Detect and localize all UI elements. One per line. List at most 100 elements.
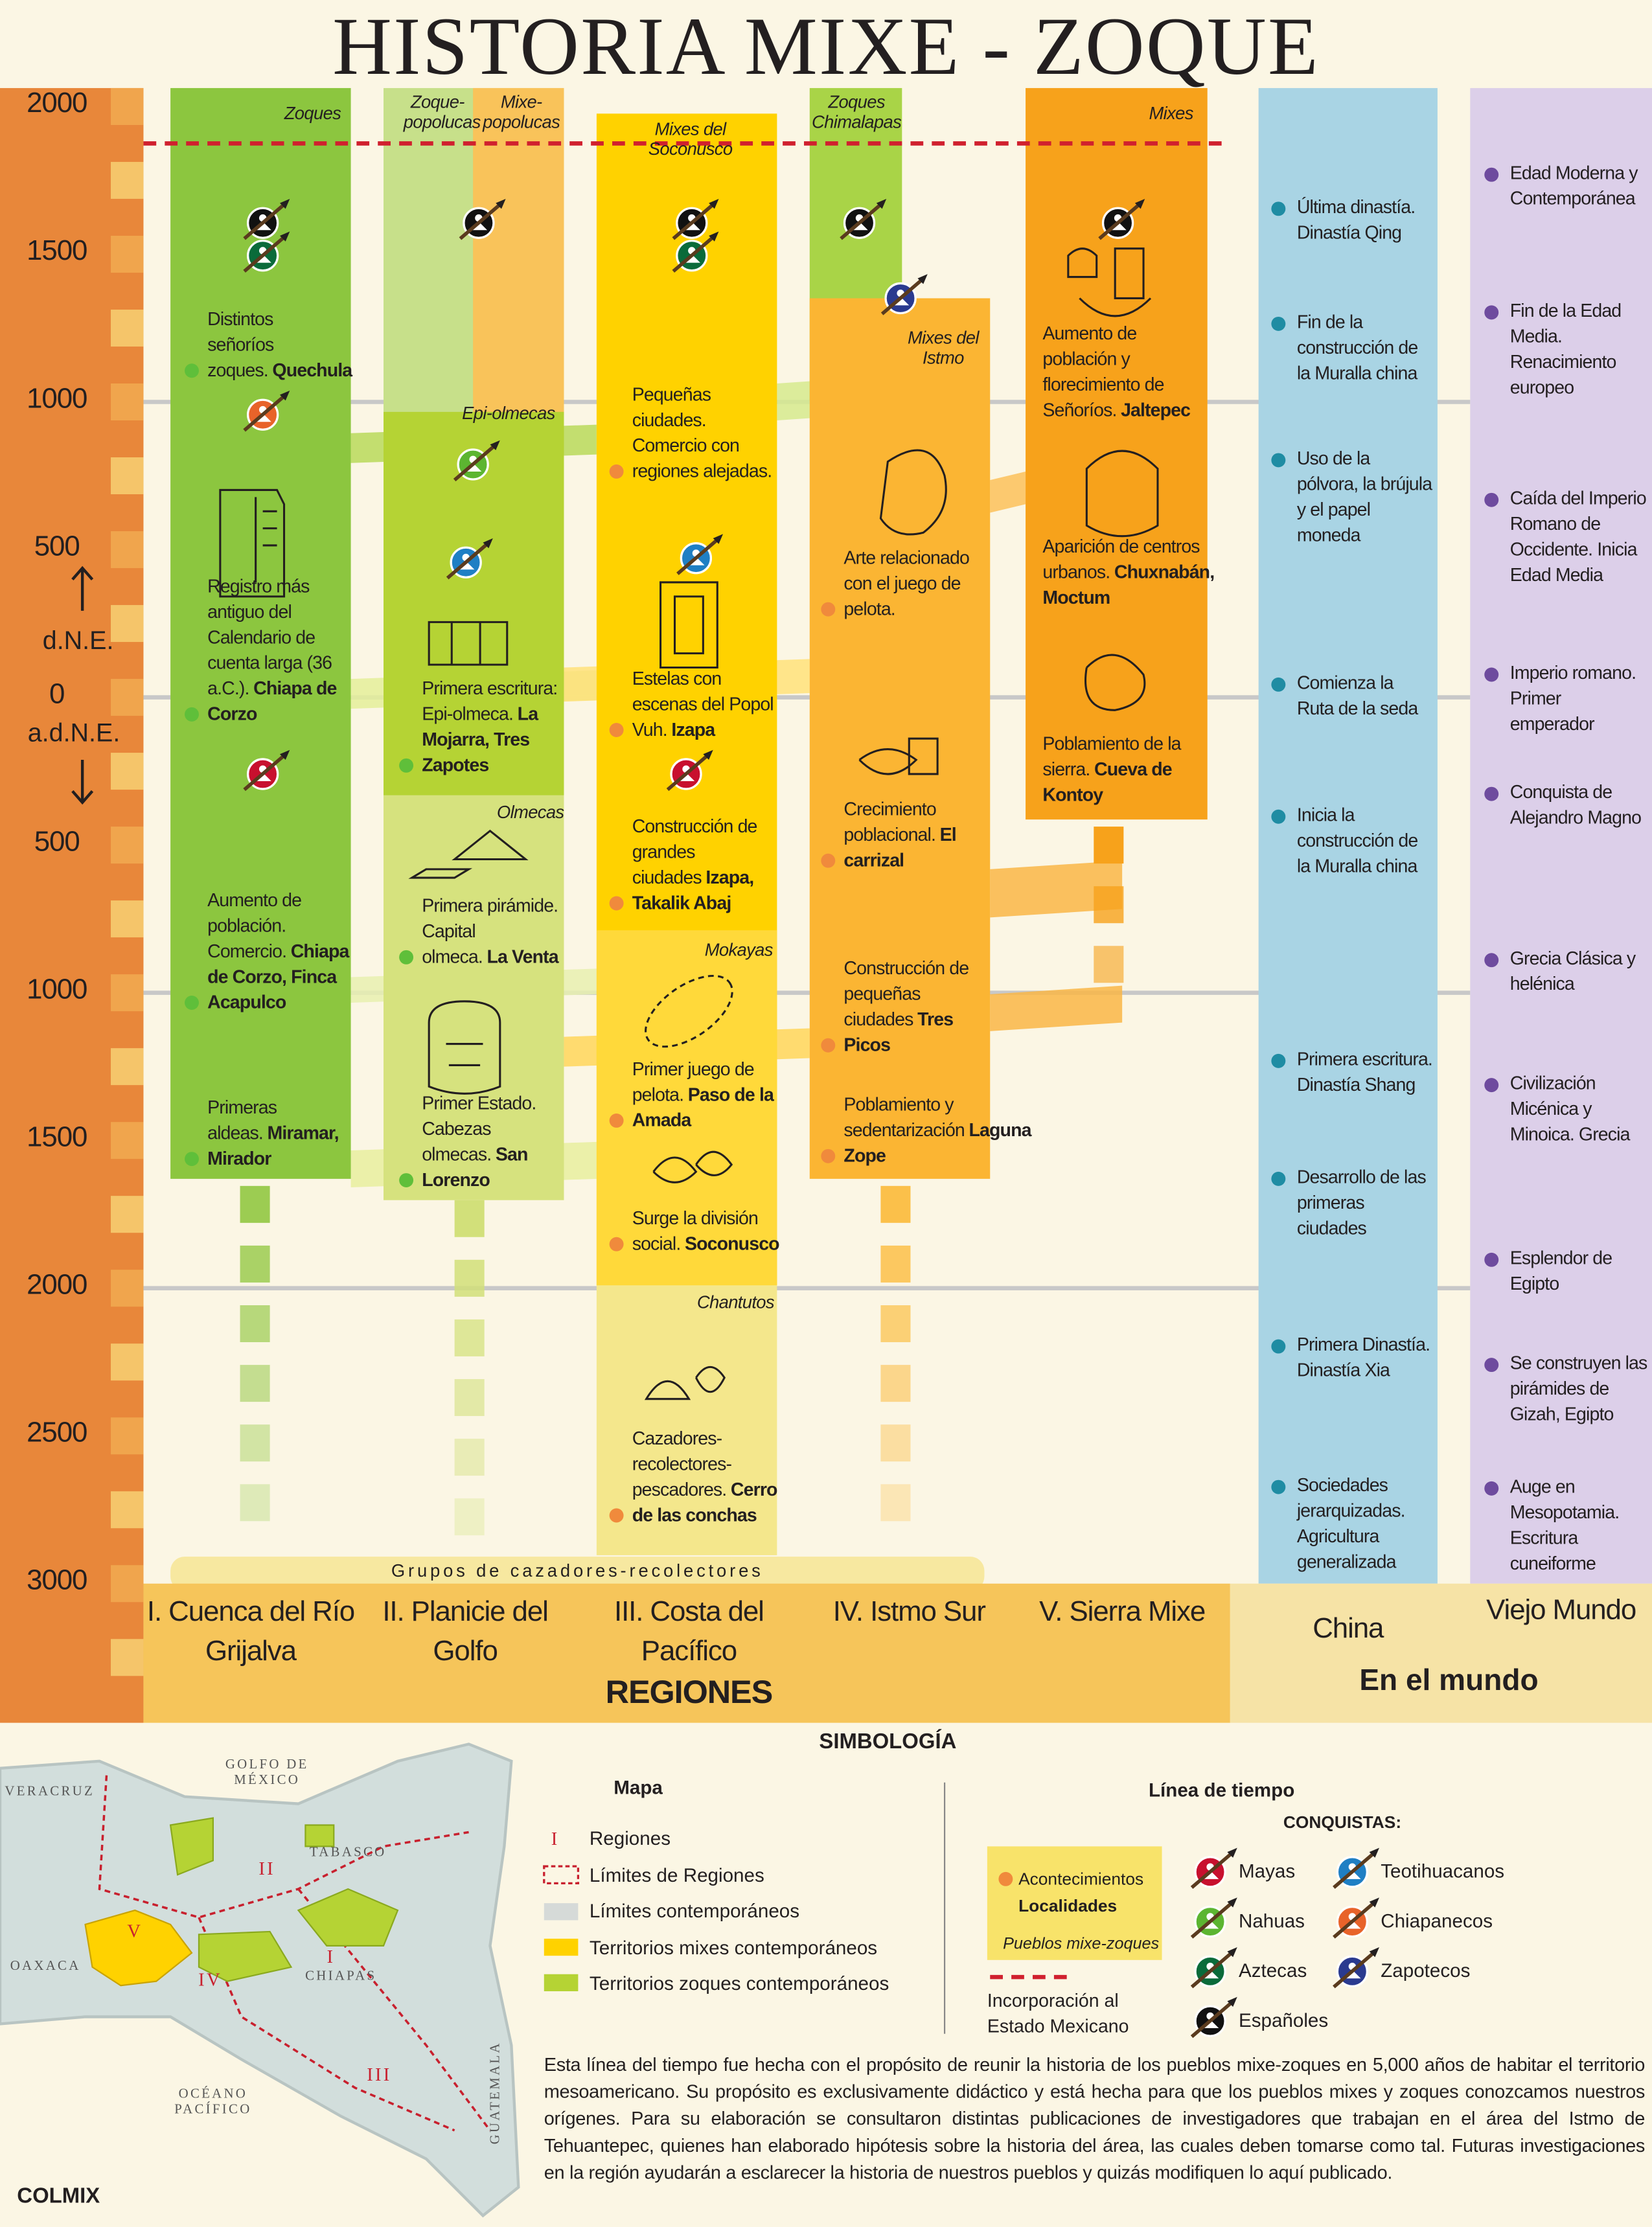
group-label: Mixes del Istmo	[907, 328, 980, 368]
axis-stripe	[111, 457, 144, 495]
event-text: Crecimiento poblacional.	[843, 798, 936, 845]
fade-dash	[880, 1365, 911, 1402]
conquest-icon-tip	[279, 198, 290, 209]
event-place: Miramar, Mirador	[207, 1122, 339, 1169]
axis-stripe	[111, 1565, 144, 1603]
legend-box-places: Localidades	[1018, 1896, 1118, 1916]
connector	[990, 471, 1026, 513]
event-text: Estelas con escenas del Popol Vuh.	[632, 667, 774, 740]
legend-map-item: Territorios zoques contemporáneos	[589, 1972, 889, 1994]
conquest-icon-spear	[1190, 1902, 1233, 1939]
axis-tick-label: 2500	[27, 1417, 87, 1449]
map-mixe-territory	[84, 1909, 193, 1987]
axis-tick-label: 3000	[27, 1565, 87, 1597]
event: Poblamiento y sedentarización Laguna Zope	[821, 1092, 1031, 1169]
map-label: VERACRUZ	[5, 1785, 95, 1800]
axis-stripe	[111, 605, 144, 643]
axis-stripe	[111, 531, 144, 569]
axis-stripe	[111, 1196, 144, 1233]
axis-stripe	[111, 1048, 144, 1086]
legend-map-title: Mapa	[614, 1776, 663, 1798]
world-event: Esplendor de Egipto	[1484, 1246, 1649, 1297]
event-text: Cazadores-recolectores-pescadores.	[632, 1427, 732, 1500]
column-chantutos	[596, 1285, 777, 1555]
world-event: Primera Dinastía. Dinastía Xia	[1271, 1332, 1433, 1384]
world-event: Fin de la Edad Media. Renacimiento europ…	[1484, 298, 1649, 400]
fade-dash	[454, 1439, 485, 1476]
conquest-icon-spear	[459, 203, 501, 240]
map-label: OCÉANO PACÍFICO	[174, 2088, 252, 2118]
event: Aparición de centros urbanos. Chuxnabán, …	[1037, 534, 1215, 610]
legend-map-item: Regiones	[589, 1827, 671, 1849]
group-label: Zoques Chimalapas	[812, 92, 902, 132]
artifact-vessels	[1067, 247, 1152, 317]
group-label: Epi-olmecas	[462, 403, 555, 424]
fade-dash	[240, 1484, 270, 1522]
column-olmecas	[384, 795, 564, 1200]
event-place: La Venta	[487, 946, 558, 968]
event-text: Auge en Mesopotamia. Escritura cuneiform…	[1509, 1476, 1620, 1574]
artifact-glyphs	[428, 621, 509, 666]
axis-tick-label: 2000	[27, 1270, 87, 1301]
event-text: Última dinastía. Dinastía Qing	[1296, 196, 1416, 243]
map-zoque-territory	[169, 1817, 399, 1982]
event-text: Fin de la construcción de la Muralla chi…	[1296, 311, 1418, 384]
legend-timeline-title: Línea de tiempo	[1148, 1779, 1295, 1801]
event-text: Se construyen las pirámides de Gizah, Eg…	[1509, 1352, 1648, 1425]
world-label: China	[1313, 1613, 1384, 1645]
legend-box-events: Acontecimientos	[1018, 1869, 1144, 1890]
legend-region-limits	[543, 1865, 580, 1885]
event-text: Poblamiento y sedentarización	[843, 1093, 965, 1141]
conquest-icon-tip	[1227, 1897, 1237, 1908]
event-place: Izapa	[671, 718, 715, 740]
event-dot	[399, 950, 414, 965]
conquest-icon-spear	[1190, 2001, 1233, 2039]
conquest-icon-spear	[243, 236, 286, 273]
event-text: Aparición de centros urbanos.	[1042, 535, 1200, 582]
event-dot	[399, 1173, 414, 1188]
event-text: Civilización Micénica y Minoica. Grecia	[1509, 1072, 1631, 1145]
event-dot	[1271, 1053, 1286, 1068]
axis-stripe	[111, 827, 144, 864]
credit: COLMIX	[17, 2184, 100, 2209]
axis-tick-label: 1000	[27, 383, 87, 415]
event-place: Jaltepec	[1121, 399, 1191, 421]
legend-contemporary-limits	[544, 1903, 579, 1921]
event-place: La Mojarra, Tres Zapotes	[422, 703, 538, 776]
event-text: Sociedades jerarquizadas. Agricultura ge…	[1296, 1474, 1406, 1573]
artifact-jaguar	[1084, 654, 1146, 711]
map-label: OAXACA	[10, 1959, 81, 1974]
event: Arte relacionado con el juego de pelota.	[821, 545, 985, 622]
world-event: Primera escritura. Dinastía Shang	[1271, 1047, 1433, 1098]
group-label: Mixe-popolucas	[483, 92, 560, 132]
event-text: Fin de la Edad Media. Renacimiento europ…	[1509, 299, 1622, 398]
axis-stripe	[111, 1270, 144, 1307]
event-text: Construcción de pequeñas ciudades	[843, 957, 969, 1030]
event-dot	[1271, 1339, 1286, 1354]
event-text: Primera Dinastía. Dinastía Xia	[1296, 1333, 1430, 1381]
fade-dash	[1094, 946, 1124, 983]
world-event: Civilización Micénica y Minoica. Grecia	[1484, 1071, 1649, 1147]
axis-tick-label: 1000	[27, 974, 87, 1006]
event-text: Construcción de grandes ciudades	[632, 815, 758, 888]
axis-stripe	[111, 1639, 144, 1676]
event-place: Quechula	[272, 359, 352, 381]
hunters-band	[170, 1557, 985, 1591]
column-china	[1258, 87, 1438, 1584]
conquest-icon-spear	[672, 236, 715, 273]
artifact-pots	[652, 1150, 733, 1183]
conquest-icon-spear	[1333, 1951, 1375, 1989]
axis-stripe	[111, 383, 144, 421]
conquest-icon-tip	[709, 198, 719, 209]
legend-conquest-item: Mayas	[1238, 1860, 1296, 1882]
event: Registro más antiguo del Calendario de c…	[185, 574, 344, 727]
connector	[990, 985, 1123, 1031]
event-dot	[609, 1508, 624, 1523]
fade-dash	[880, 1305, 911, 1343]
event: Construcción de pequeñas ciudades Tres Pi…	[821, 956, 985, 1058]
event-text: Primer Estado. Cabezas olmecas.	[422, 1092, 536, 1165]
world-event: Comienza la Ruta de la seda	[1271, 670, 1433, 722]
axis-tick-label: 2000	[27, 87, 87, 120]
axis-after-label: d.N.E.	[42, 626, 114, 655]
column-mokayas	[596, 930, 777, 1286]
